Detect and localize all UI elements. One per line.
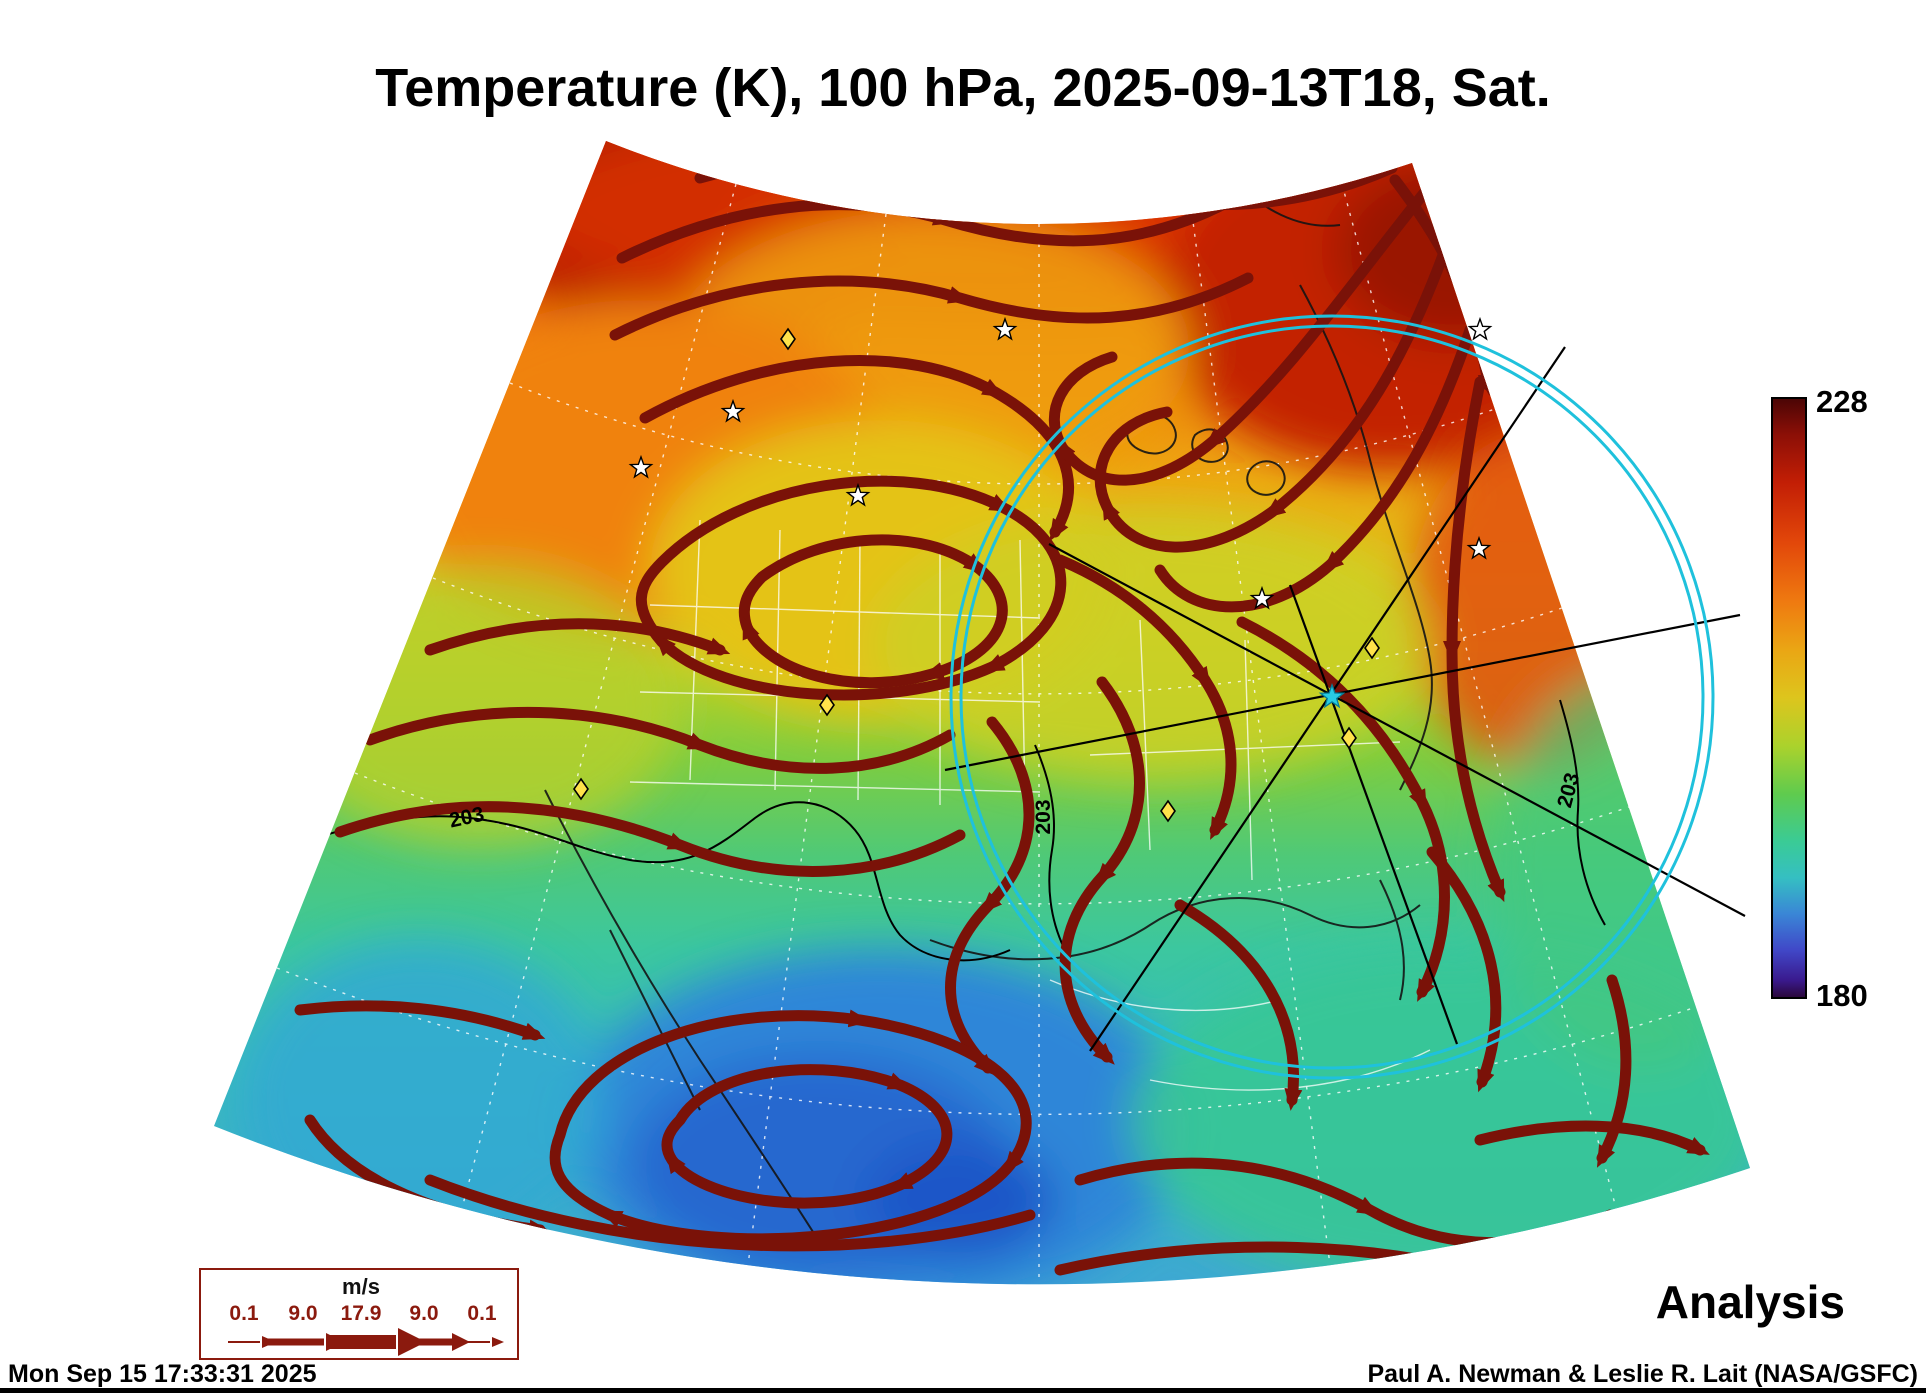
wind-speed-value: 0.1 [467, 1302, 497, 1325]
wind-legend-units: m/s [342, 1274, 380, 1299]
colorbar-min-label: 180 [1816, 978, 1868, 1013]
footer-timestamp: Mon Sep 15 17:33:31 2025 [8, 1360, 317, 1388]
wind-legend: m/s 0.1 9.0 17.9 9.0 0.1 [199, 1268, 519, 1360]
star-marker [1468, 318, 1492, 340]
analysis-label: Analysis [1656, 1276, 1845, 1328]
footer-rule [0, 1388, 1926, 1393]
wind-speed-value: 9.0 [288, 1302, 317, 1325]
colorbar-max-label: 228 [1816, 384, 1868, 419]
temperature-field [214, 141, 1750, 1285]
wind-legend-arrow-icon [228, 1328, 504, 1356]
range-circle [949, 314, 1715, 1080]
chart-title: Temperature (K), 100 hPa, 2025-09-13T18,… [375, 58, 1551, 118]
colorbar: 228 180 [1771, 384, 1868, 1013]
wind-speed-value: 0.1 [229, 1302, 259, 1325]
wind-speed-value: 9.0 [409, 1302, 438, 1325]
footer: Mon Sep 15 17:33:31 2025 Paul A. Newman … [0, 1360, 1926, 1393]
colorbar-gradient [1771, 397, 1807, 999]
contour-label: 203 [1032, 799, 1055, 834]
wind-speed-value: 17.9 [341, 1302, 382, 1325]
temperature-contours [294, 699, 1606, 962]
footer-credit: Paul A. Newman & Leslie R. Lait (NASA/GS… [1367, 1360, 1918, 1388]
